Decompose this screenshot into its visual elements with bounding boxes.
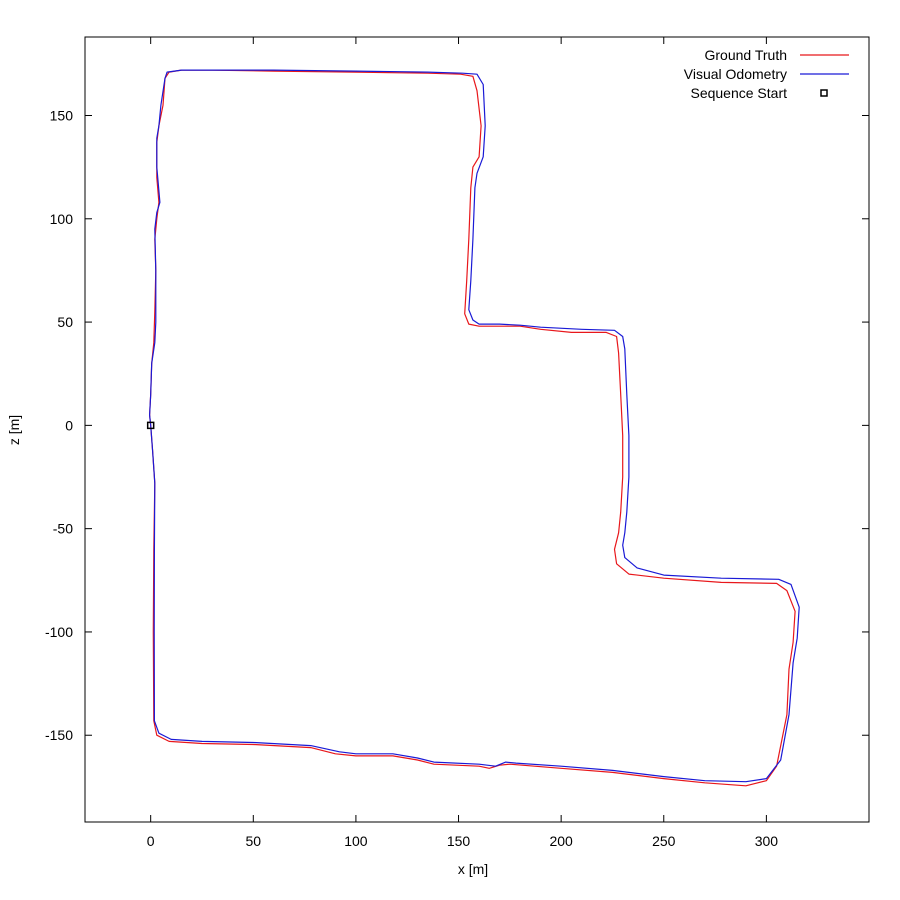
legend: Ground Truth Visual Odometry Sequence Star… [684,47,849,101]
x-tick-label: 300 [755,833,779,849]
x-tick-label: 50 [246,833,262,849]
y-tick-label: 100 [50,211,74,227]
y-tick-label: 150 [50,108,74,124]
x-tick-label: 150 [447,833,471,849]
ticks-layer: 0 50 100 150 200 250 300 150 100 50 0 -50 -100 -150 [45,37,869,849]
y-tick-label: 50 [57,314,73,330]
legend-label: Ground Truth [705,47,788,63]
y-tick-label: -150 [45,727,73,743]
y-tick-label: -100 [45,624,73,640]
legend-marker-swatch [820,89,828,97]
series-line-visual-odometry [149,69,800,783]
x-tick-label: 250 [652,833,676,849]
y-axis-title: z [m] [6,415,22,445]
x-tick-label: 100 [344,833,368,849]
x-tick-label: 200 [549,833,573,849]
y-tick-label: -50 [53,521,73,537]
x-tick-label: 0 [147,833,155,849]
series-layer [146,69,800,787]
plot-frame [84,36,870,823]
legend-label: Visual Odometry [684,66,787,82]
sequence-start-marker [146,421,155,430]
legend-label: Sequence Start [690,85,787,101]
y-tick-label: 0 [65,417,73,433]
x-axis-title: x [m] [458,861,488,877]
series-line-ground-truth [149,69,796,787]
